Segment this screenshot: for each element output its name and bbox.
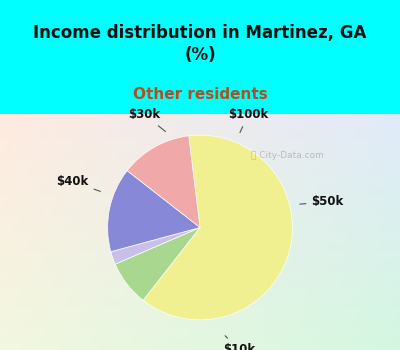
Text: $50k: $50k (300, 195, 344, 208)
Wedge shape (127, 136, 200, 228)
Wedge shape (143, 135, 292, 320)
Wedge shape (111, 228, 200, 264)
Wedge shape (115, 228, 200, 300)
Text: Income distribution in Martinez, GA
(%): Income distribution in Martinez, GA (%) (33, 24, 367, 64)
Text: $40k: $40k (56, 175, 100, 191)
Text: $10k: $10k (223, 336, 255, 350)
Wedge shape (108, 170, 200, 252)
Text: ⓘ City-Data.com: ⓘ City-Data.com (251, 151, 324, 160)
Text: Other residents: Other residents (133, 87, 267, 102)
Text: $30k: $30k (128, 108, 166, 132)
Text: $100k: $100k (228, 108, 268, 133)
